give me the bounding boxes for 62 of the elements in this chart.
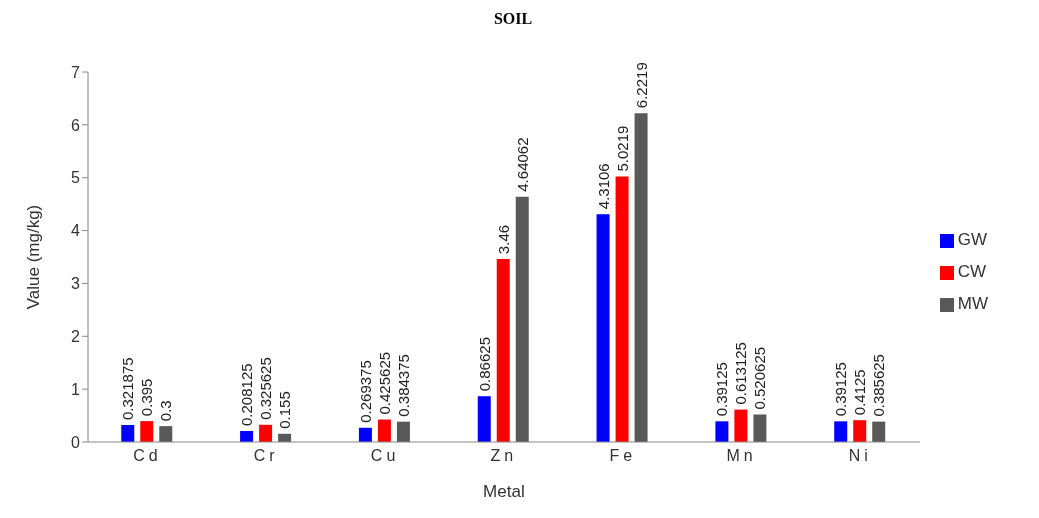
data-label: 4.64062 [513, 137, 531, 192]
data-label: 0.520625 [751, 346, 769, 410]
data-label: 0.269375 [356, 360, 374, 423]
data-label: 6.2219 [632, 62, 650, 109]
legend-label: GW [957, 230, 988, 249]
data-label: 0.86625 [475, 336, 493, 392]
data-label: 0.613125 [732, 342, 750, 405]
y-tick-label: 1 [71, 380, 81, 398]
bar [872, 421, 886, 442]
chart-title: SOIL [492, 9, 534, 29]
data-label: 0.208125 [238, 363, 256, 426]
bar [515, 196, 529, 442]
y-tick-label: 0 [71, 433, 81, 451]
x-tick-label: Ni [848, 447, 872, 465]
y-axis-title: Value (mg/kg) [24, 204, 44, 310]
x-tick-label: Cr [253, 447, 279, 465]
data-label: 5.0219 [613, 125, 631, 172]
x-tick-label: Zn [490, 447, 518, 465]
bar [753, 414, 767, 442]
x-tick-label: Mn [726, 447, 757, 465]
bar [734, 409, 748, 442]
y-tick-label: 5 [71, 169, 81, 187]
bar [634, 113, 648, 442]
x-axis-title: Metal [483, 482, 525, 501]
data-label: 0.39125 [832, 362, 850, 417]
x-tick-label: Cu [370, 447, 400, 465]
bar [853, 420, 867, 442]
x-tick-label: Fe [609, 447, 637, 465]
y-tick-label: 4 [71, 222, 81, 240]
bar [396, 421, 410, 442]
bar [159, 426, 173, 442]
legend-label: CW [957, 262, 987, 281]
y-tick-label: 6 [71, 116, 81, 134]
bar [596, 214, 610, 442]
data-label: 0.155 [276, 391, 294, 429]
data-label: 0.325625 [257, 357, 275, 420]
data-label: 0.39125 [713, 362, 731, 417]
bar [615, 176, 629, 442]
bar [377, 419, 391, 442]
data-label: 0.321875 [119, 357, 137, 420]
bar [358, 427, 372, 442]
data-label: 0.384375 [394, 354, 412, 417]
data-label: 0.3 [157, 400, 175, 422]
data-label: 4.3106 [594, 163, 612, 210]
bar [715, 421, 729, 442]
x-tick-label: Cd [133, 447, 162, 465]
bar [121, 424, 135, 442]
data-label: 0.4125 [851, 369, 869, 416]
legend-label: MW [957, 294, 988, 313]
data-label: 0.395 [138, 378, 156, 417]
y-tick-label: 2 [71, 327, 81, 345]
bar [834, 421, 848, 442]
data-label: 3.46 [494, 224, 512, 255]
bar [240, 431, 254, 442]
data-label: 0.385625 [870, 354, 888, 417]
bar [140, 421, 154, 442]
data-label: 0.425625 [375, 351, 393, 415]
y-tick-label: 7 [71, 63, 81, 81]
bar [259, 424, 273, 442]
bar [496, 259, 510, 442]
y-tick-label: 3 [71, 275, 81, 293]
bar [477, 396, 491, 442]
